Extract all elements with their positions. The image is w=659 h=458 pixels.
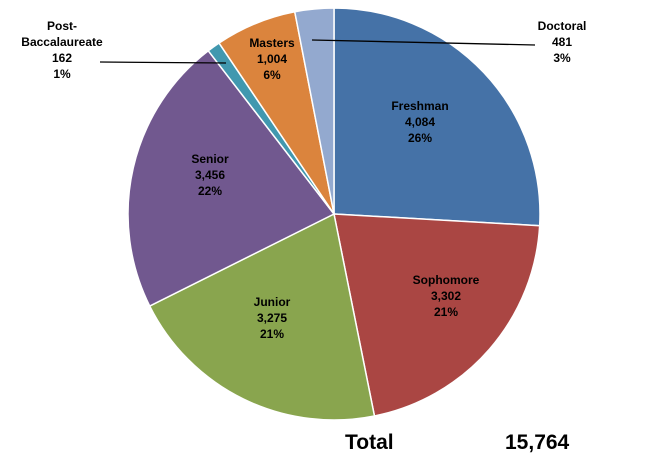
slice-percent-label: 21%	[434, 305, 458, 319]
slice-percent-label: 21%	[260, 327, 284, 341]
leader-line	[99, 61, 227, 64]
slice-percent-label: 26%	[408, 131, 432, 145]
slice-value-label: 162	[52, 51, 72, 65]
slice-label: Post- Baccalaureate	[21, 19, 103, 49]
pie-slice	[333, 7, 541, 227]
leader-line	[311, 39, 536, 46]
slice-label: Doctoral	[538, 19, 587, 33]
slice-label: Sophomore	[413, 273, 480, 287]
slice-labels: Freshman 4,084 26% Sophomore 3,302 21% Junior 3…	[21, 19, 586, 341]
pie-slice	[333, 213, 541, 417]
slice-value-label: 3,302	[431, 289, 461, 303]
slice-percent-label: 6%	[263, 68, 281, 82]
slice-value-label: 4,084	[405, 115, 435, 129]
pie-slice	[148, 212, 376, 421]
label-line: Post-	[47, 19, 77, 33]
slice-value-label: 3,275	[257, 311, 287, 325]
total-text: Total	[345, 431, 394, 454]
slice-label: Junior	[254, 295, 291, 309]
slice-label: Senior	[191, 152, 229, 166]
pie-slice	[293, 7, 335, 215]
pie-slice	[127, 49, 336, 308]
label-line: Baccalaureate	[21, 35, 103, 49]
slice-value-label: 3,456	[195, 168, 225, 182]
slice-value-label: 1,004	[257, 52, 287, 66]
slice-label: Masters	[249, 36, 295, 50]
slice-percent-label: 22%	[198, 184, 222, 198]
slice-percent-label: 3%	[553, 51, 571, 65]
slice-label: Freshman	[391, 99, 448, 113]
slice-value-label: 481	[552, 35, 572, 49]
slice-percent-label: 1%	[53, 67, 71, 81]
pie	[127, 7, 541, 421]
total-value: 15,764	[505, 431, 570, 454]
